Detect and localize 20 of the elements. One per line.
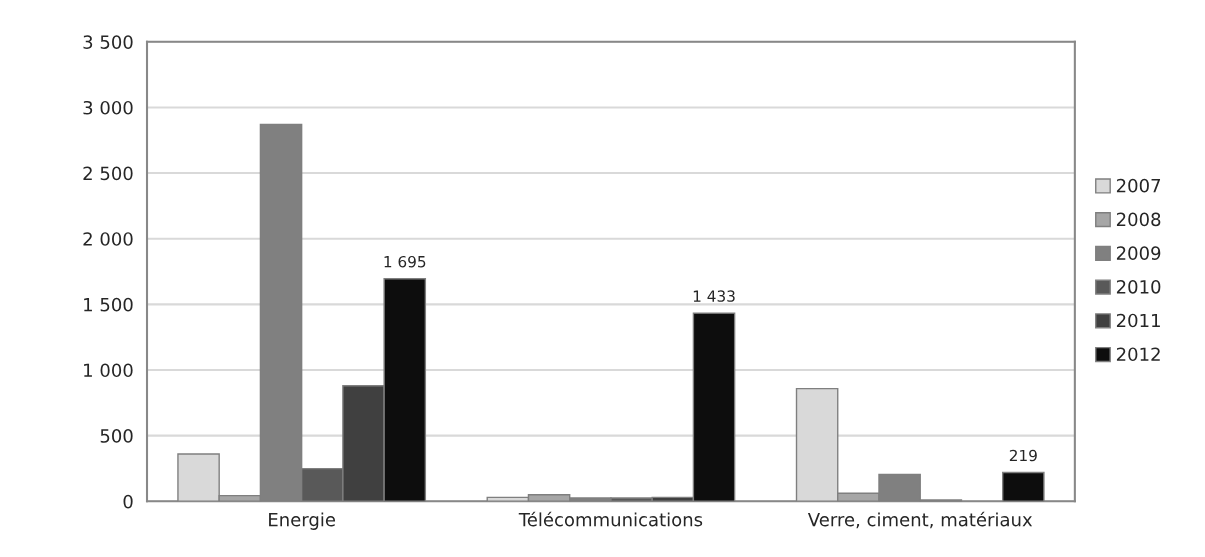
- data-label: 1 433: [693, 290, 735, 302]
- x-tick-label: Télécommunications: [518, 511, 703, 527]
- legend-label: 2012: [1116, 347, 1160, 362]
- y-tick-label: 1 000: [84, 363, 133, 378]
- x-tick-label: Energie: [269, 512, 336, 530]
- data-label: 1 695: [384, 255, 426, 268]
- y-tick-label: 3 500: [83, 35, 133, 49]
- y-tick-label: 2 000: [83, 232, 133, 246]
- y-tick-label: 0: [123, 494, 133, 509]
- legend-label: 2009: [1116, 246, 1161, 260]
- legend-label: 2011: [1116, 313, 1160, 328]
- x-tick-label: Verre, ciment, matériaux: [807, 511, 1033, 529]
- y-tick-label: 1 500: [84, 297, 133, 312]
- legend-label: 2008: [1116, 212, 1161, 227]
- legend-label: 2007: [1116, 178, 1161, 193]
- legend-label: 2010: [1116, 279, 1161, 294]
- y-tick-label: 2 500: [83, 166, 133, 181]
- y-tick-label: 500: [100, 429, 133, 443]
- y-tick-label: 3 000: [83, 100, 133, 115]
- data-label: 219: [1009, 449, 1037, 462]
